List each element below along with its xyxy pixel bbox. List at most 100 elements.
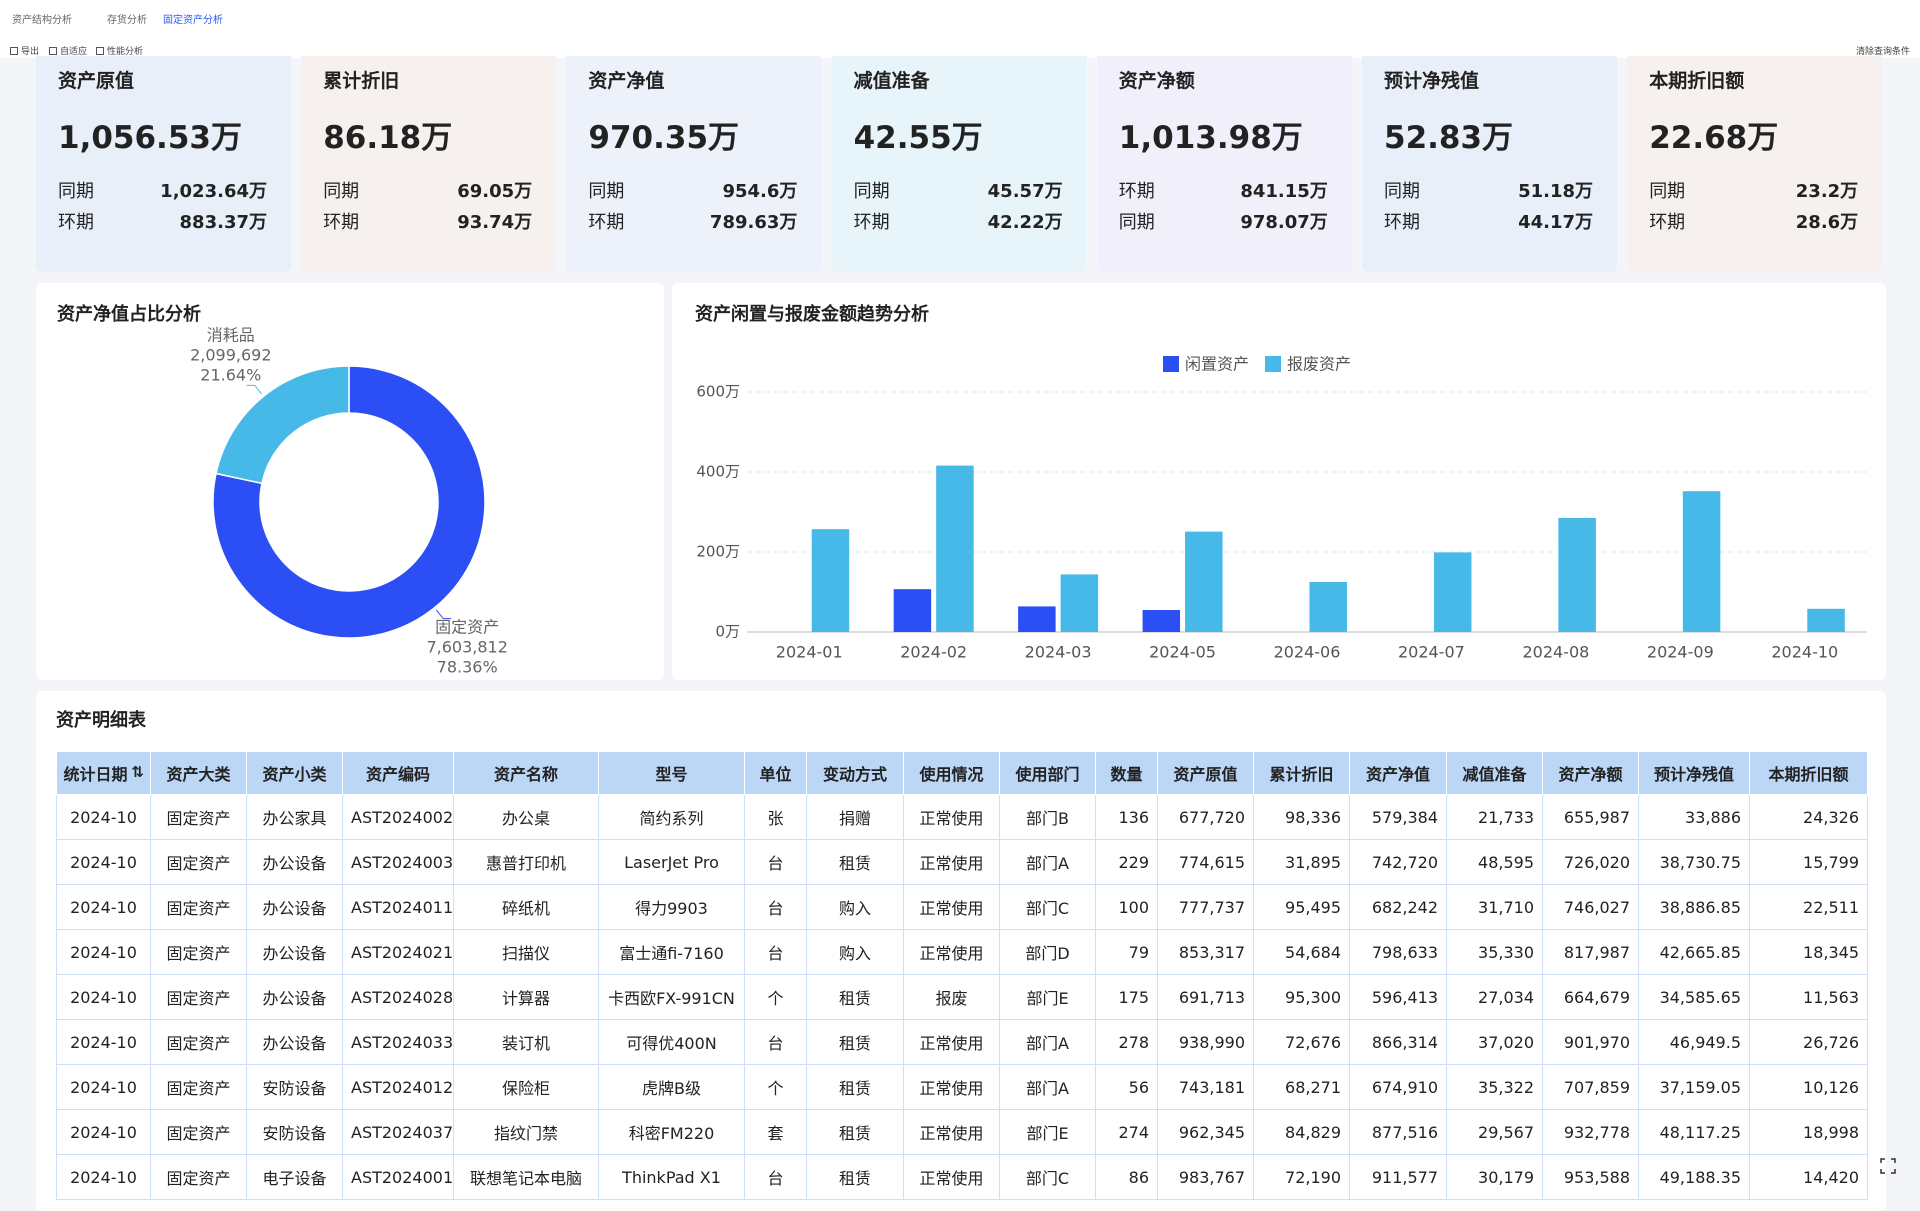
table-cell: 48,595 (1446, 839, 1543, 885)
kpi-label: 同期 (588, 181, 625, 202)
table-cell: 办公设备 (246, 929, 343, 975)
kpi-title: 预计净残值 (1384, 70, 1480, 92)
kpi-card: 资产净额 1,013.98万 环期 841.15万 同期 978.07万 (1096, 56, 1352, 272)
table-cell: 98,336 (1253, 794, 1350, 840)
table-cell: 877,516 (1349, 1109, 1447, 1155)
toolbar-icon (10, 46, 18, 55)
kpi-label: 同期 (58, 181, 94, 202)
table-cell: AST2024033 (342, 1019, 454, 1065)
kpi-value: 42.55万 (853, 120, 983, 156)
toolbar-button[interactable]: 自适应 (49, 44, 87, 57)
table-cell: 37,020 (1446, 1019, 1543, 1065)
table-cell: 租赁 (806, 839, 904, 885)
sort-icon[interactable]: ⇅ (131, 763, 144, 781)
table-cell: 正常使用 (903, 839, 1000, 885)
table-cell: 指纹门禁 (453, 1109, 599, 1155)
table-cell: 办公桌 (453, 794, 599, 840)
column-title: 资产名称 (493, 765, 558, 784)
kpi-row: 同期 954.6万 (588, 177, 797, 203)
slice-label: 固定资产 (435, 618, 499, 637)
kpi-compare: 978.07万 (1240, 212, 1328, 233)
table-cell: AST2024001 (342, 1154, 454, 1200)
table-cell: 175 (1095, 974, 1158, 1020)
tab[interactable]: 存货分析 (107, 15, 147, 26)
kpi-title: 资产净值 (588, 70, 665, 92)
table-cell: 个 (744, 1064, 807, 1110)
table-cell: 富士通fi-7160 (598, 929, 745, 975)
table-cell: 部门B (999, 794, 1096, 840)
table-cell: 79 (1095, 929, 1158, 975)
leader-line (435, 609, 452, 620)
column-header: 资产小类 (246, 751, 343, 795)
table-cell: 固定资产 (150, 1154, 247, 1200)
kpi-value: 22.68万 (1649, 120, 1779, 156)
column-header: 使用情况 (903, 751, 1000, 795)
table-cell: 655,987 (1542, 794, 1639, 840)
toolbar-button[interactable]: 性能分析 (96, 44, 143, 57)
kpi-row: 同期 23.2万 (1649, 177, 1858, 203)
kpi-label: 同期 (323, 181, 360, 202)
kpi-title: 本期折旧额 (1649, 70, 1745, 92)
table-cell: 租赁 (806, 1109, 904, 1155)
column-title: 资产净额 (1558, 765, 1623, 784)
table-cell: 742,720 (1349, 839, 1447, 885)
table-cell: 捐赠 (806, 794, 904, 840)
column-header: 累计折旧 (1253, 751, 1350, 795)
table-cell: 2024-10 (56, 794, 151, 840)
tab[interactable]: 资产结构分析 (12, 15, 72, 26)
table-cell: 2024-10 (56, 974, 151, 1020)
bar (1060, 574, 1099, 632)
table-cell: 56 (1095, 1064, 1158, 1110)
table-cell: 正常使用 (903, 884, 1000, 930)
column-title: 数量 (1110, 765, 1143, 784)
table-cell: 86 (1095, 1154, 1158, 1200)
table-cell: 部门C (999, 884, 1096, 930)
table-cell: AST2024028 (342, 974, 454, 1020)
thead: 统计日期 ⇅ 资产大类 资产小类 资产编码 资产名称 型号 单位 变动方式 使用情况 使用部门 数量 资… (56, 751, 1868, 795)
toolbar-button[interactable]: 导出 (10, 44, 39, 57)
kpi-label: 环期 (1384, 212, 1420, 233)
clear-filter[interactable]: 清除查询条件 (1855, 47, 1910, 57)
kpi-title: 资产原值 (58, 70, 135, 92)
table-cell: 套 (744, 1109, 807, 1155)
table-cell: 台 (744, 929, 807, 975)
kpi-label: 环期 (323, 212, 360, 233)
table-cell: 科密FM220 (598, 1109, 745, 1155)
kpi-compare: 28.6万 (1795, 212, 1859, 233)
table-cell: 卡西欧FX-991CN (598, 974, 745, 1020)
kpi-card: 减值准备 42.55万 同期 45.57万 环期 42.22万 (831, 56, 1087, 272)
kpi-row: 同期 51.18万 (1384, 177, 1593, 203)
column-header: 变动方式 (806, 751, 904, 795)
table-cell: 30,179 (1446, 1154, 1543, 1200)
fullscreen-icon[interactable] (1878, 1156, 1898, 1176)
kpi-value: 970.35万 (588, 120, 740, 156)
kpi-compare: 954.6万 (722, 181, 798, 202)
toolbar-label: 性能分析 (107, 47, 144, 57)
table-cell: 37,159.05 (1638, 1064, 1750, 1110)
table-cell: AST2024002 (342, 794, 454, 840)
table-cell: 虎牌B级 (598, 1064, 745, 1110)
column-header: 预计净残值 (1638, 751, 1750, 795)
table-cell: 774,615 (1157, 839, 1254, 885)
legend-label: 报废资产 (1287, 355, 1351, 374)
column-header[interactable]: 统计日期 ⇅ (56, 751, 151, 795)
bar (1807, 608, 1845, 632)
table-cell: 27,034 (1446, 974, 1543, 1020)
kpi-value: 1,013.98万 (1118, 120, 1303, 156)
table-row: 2024-10 固定资产 安防设备 AST2024012 保险柜 虎牌B级个租赁 正常使用部… (56, 1064, 1868, 1110)
table-cell: 电子设备 (246, 1154, 343, 1200)
table-cell: LaserJet Pro (598, 839, 745, 885)
table-cell: 938,990 (1157, 1019, 1254, 1065)
kpi-row: 同期 978.07万 (1119, 208, 1328, 234)
y-tick-label: 0万 (715, 623, 740, 641)
column-title: 资产小类 (262, 765, 327, 784)
bar (893, 589, 932, 632)
kpi-row: 环期 28.6万 (1649, 208, 1858, 234)
table-cell: 办公设备 (246, 839, 343, 885)
kpi-title: 资产净额 (1118, 70, 1195, 92)
table-cell: 固定资产 (150, 1109, 247, 1155)
table-cell: 正常使用 (903, 794, 1000, 840)
kpi-label: 环期 (1118, 181, 1155, 202)
table-row: 2024-10 固定资产 办公设备 AST2024033 装订机 可得优400N 台租赁 正常… (56, 1019, 1868, 1065)
table-cell: 2024-10 (56, 1154, 151, 1200)
